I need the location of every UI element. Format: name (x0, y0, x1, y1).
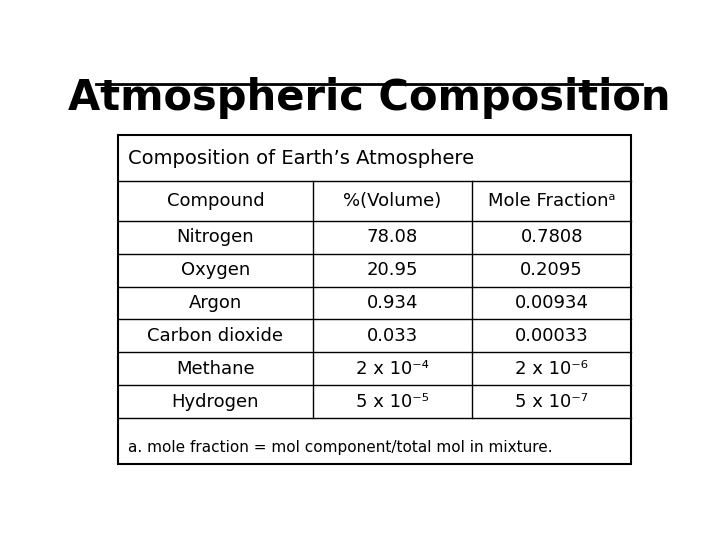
Text: Argon: Argon (189, 294, 242, 312)
Text: 0.00033: 0.00033 (515, 327, 588, 345)
Text: Mole Fractionᵃ: Mole Fractionᵃ (488, 192, 616, 210)
Text: a. mole fraction = mol component/total mol in mixture.: a. mole fraction = mol component/total m… (128, 440, 553, 455)
Text: 78.08: 78.08 (367, 228, 418, 246)
Text: Atmospheric Composition: Atmospheric Composition (68, 77, 670, 119)
Text: 0.2095: 0.2095 (521, 261, 583, 279)
Text: 5 x 10⁻⁷: 5 x 10⁻⁷ (516, 393, 588, 410)
Text: Hydrogen: Hydrogen (171, 393, 259, 410)
Text: Compound: Compound (166, 192, 264, 210)
FancyBboxPatch shape (118, 136, 631, 464)
Text: 0.7808: 0.7808 (521, 228, 583, 246)
Text: 2 x 10⁻⁴: 2 x 10⁻⁴ (356, 360, 429, 377)
Text: 0.934: 0.934 (366, 294, 418, 312)
Text: Oxygen: Oxygen (181, 261, 250, 279)
Text: Carbon dioxide: Carbon dioxide (148, 327, 284, 345)
Text: 5 x 10⁻⁵: 5 x 10⁻⁵ (356, 393, 429, 410)
Text: Composition of Earth’s Atmosphere: Composition of Earth’s Atmosphere (128, 149, 474, 168)
Text: %(Volume): %(Volume) (343, 192, 441, 210)
Text: Methane: Methane (176, 360, 255, 377)
Text: 20.95: 20.95 (366, 261, 418, 279)
Text: 0.033: 0.033 (367, 327, 418, 345)
Text: Nitrogen: Nitrogen (176, 228, 254, 246)
Text: 0.00934: 0.00934 (515, 294, 589, 312)
Text: 2 x 10⁻⁶: 2 x 10⁻⁶ (516, 360, 588, 377)
